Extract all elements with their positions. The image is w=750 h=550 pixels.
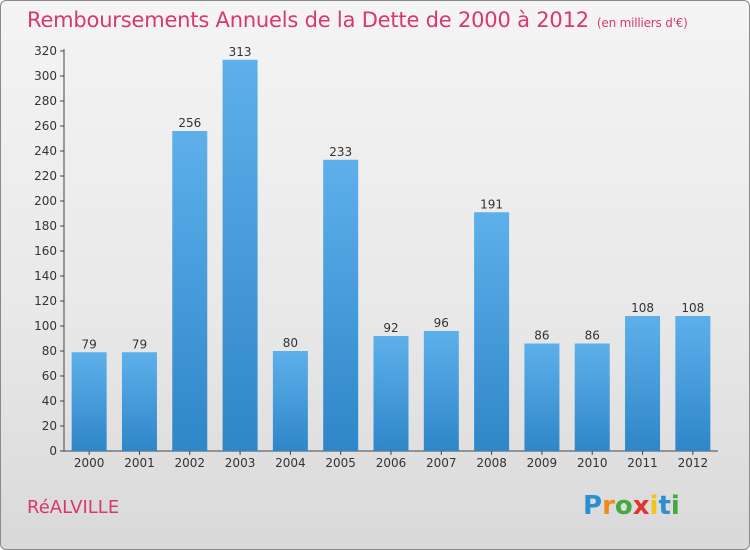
logo-letter: o: [614, 491, 633, 521]
y-tick-label: 240: [34, 144, 57, 158]
y-tick-label: 180: [34, 219, 57, 233]
chart-title-text: Remboursements Annuels de la Dette de 20…: [27, 8, 589, 32]
y-tick-label: 40: [42, 394, 57, 408]
chart-axes: 0 20 40 60 80 100 120 140 160 180 200 220 240 260 280 3…: [34, 44, 718, 458]
chart-bars: [71, 59, 711, 451]
y-tick-label: 160: [34, 244, 57, 258]
bar-2002: [172, 131, 208, 451]
value-label-2012: 108: [681, 301, 704, 315]
bar-2005: [323, 159, 359, 451]
value-label-2010: 86: [585, 329, 600, 343]
value-label-2003: 313: [229, 45, 252, 59]
bar-2012: [675, 316, 711, 451]
value-label-2002: 256: [178, 116, 201, 130]
bar-2007: [423, 331, 459, 451]
bar-2009: [524, 343, 560, 451]
value-label-2000: 79: [82, 337, 97, 351]
y-tick-label: 140: [34, 269, 57, 283]
chart-title: Remboursements Annuels de la Dette de 20…: [27, 8, 688, 32]
value-label-2007: 96: [434, 316, 449, 330]
bar-2004: [272, 351, 308, 451]
commune-name: RéALVILLE: [27, 497, 120, 518]
value-label-2008: 191: [480, 197, 503, 211]
x-tick-label-2012: 2012: [678, 456, 709, 470]
y-tick-label: 300: [34, 69, 57, 83]
y-tick-label: 320: [34, 44, 57, 58]
y-tick-label: 20: [42, 419, 57, 433]
x-tick-label-2007: 2007: [426, 456, 457, 470]
logo-letter: i: [670, 491, 680, 521]
logo-letter: x: [632, 491, 650, 521]
y-tick-label: 260: [34, 119, 57, 133]
x-tick-label-2009: 2009: [527, 456, 558, 470]
value-label-2009: 86: [534, 329, 549, 343]
value-label-2006: 92: [383, 321, 398, 335]
x-tick-label-2003: 2003: [225, 456, 256, 470]
x-tick-label-2000: 2000: [74, 456, 105, 470]
bar-2010: [574, 343, 610, 451]
value-label-2011: 108: [631, 301, 654, 315]
x-tick-label-2008: 2008: [476, 456, 507, 470]
bar-2000: [71, 352, 107, 451]
logo-letter: r: [602, 491, 615, 521]
y-tick-label: 100: [34, 319, 57, 333]
chart-subtitle: (en milliers d'€): [596, 16, 688, 30]
x-tick-label-2011: 2011: [627, 456, 658, 470]
proxiti-logo: Proxiti: [583, 491, 680, 521]
x-tick-label-2010: 2010: [577, 456, 608, 470]
x-tick-label-2001: 2001: [124, 456, 155, 470]
value-label-2001: 79: [132, 337, 147, 351]
y-tick-label: 120: [34, 294, 57, 308]
y-tick-label: 80: [42, 344, 57, 358]
x-tick-label-2004: 2004: [275, 456, 306, 470]
value-label-2005: 233: [329, 145, 352, 159]
x-tick-label-2005: 2005: [325, 456, 356, 470]
bar-2003: [222, 59, 258, 451]
bar-2008: [474, 212, 510, 451]
y-tick-label: 60: [42, 369, 57, 383]
y-tick-label: 220: [34, 169, 57, 183]
value-label-2004: 80: [283, 336, 298, 350]
x-tick-label-2002: 2002: [174, 456, 205, 470]
chart-labels: 79 2000 79 2001 256 2002 313 2003 80 2004 233 2005 9…: [74, 45, 708, 470]
y-tick-label: 280: [34, 94, 57, 108]
bar-2001: [121, 352, 157, 451]
logo-letter: t: [658, 491, 671, 521]
logo-letter: P: [583, 491, 603, 521]
x-tick-label-2006: 2006: [376, 456, 407, 470]
logo-letter: i: [649, 491, 659, 521]
bar-2006: [373, 336, 409, 451]
bar-2011: [625, 316, 661, 451]
y-tick-label: 200: [34, 194, 57, 208]
y-tick-label: 0: [49, 444, 57, 458]
